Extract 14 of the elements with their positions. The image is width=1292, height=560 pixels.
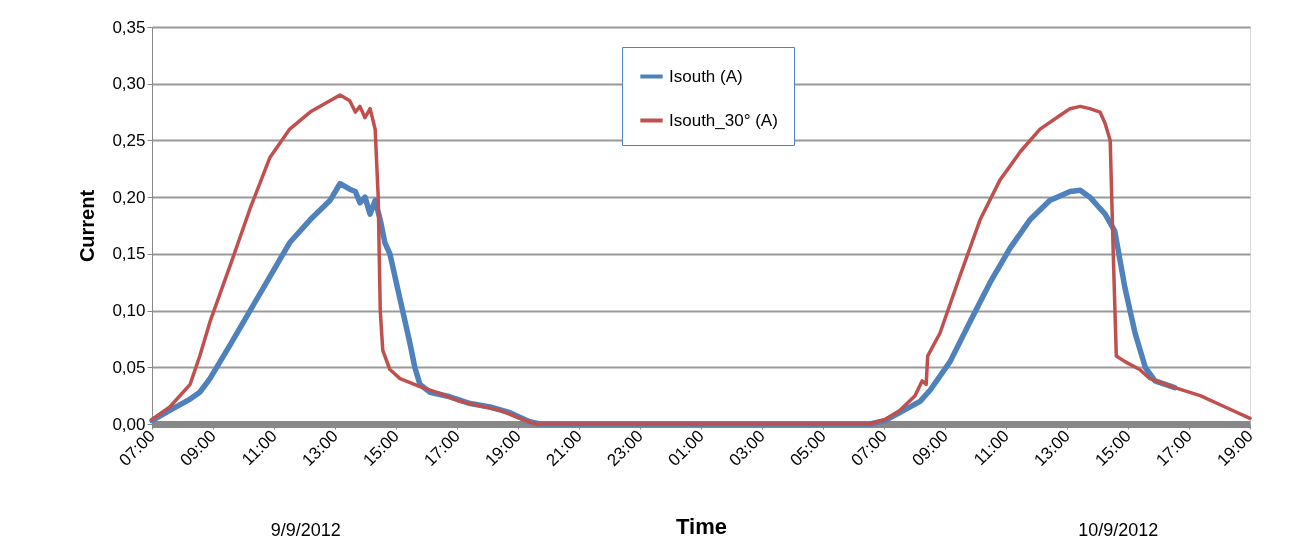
y-tick-label: 0,05 xyxy=(112,357,146,377)
y-tick-label: 0,25 xyxy=(112,130,146,150)
text: 10/9/2012 xyxy=(1078,520,1159,540)
legend-label: Isouth_30° (A) xyxy=(669,110,778,130)
x-axis-title: Time xyxy=(676,514,727,540)
y-tick-label: 0,15 xyxy=(112,244,146,264)
y-tick-label: 0,10 xyxy=(112,301,146,321)
y-axis-title: Current xyxy=(76,189,99,263)
y-tick-label: 0,30 xyxy=(112,74,146,94)
y-tick-label: 0,35 xyxy=(112,17,146,37)
text: 9/9/2012 xyxy=(270,520,341,540)
line-series xyxy=(150,93,1252,426)
y-tick-label: 0,20 xyxy=(112,187,146,207)
legend-label: Isouth (A) xyxy=(669,66,743,86)
